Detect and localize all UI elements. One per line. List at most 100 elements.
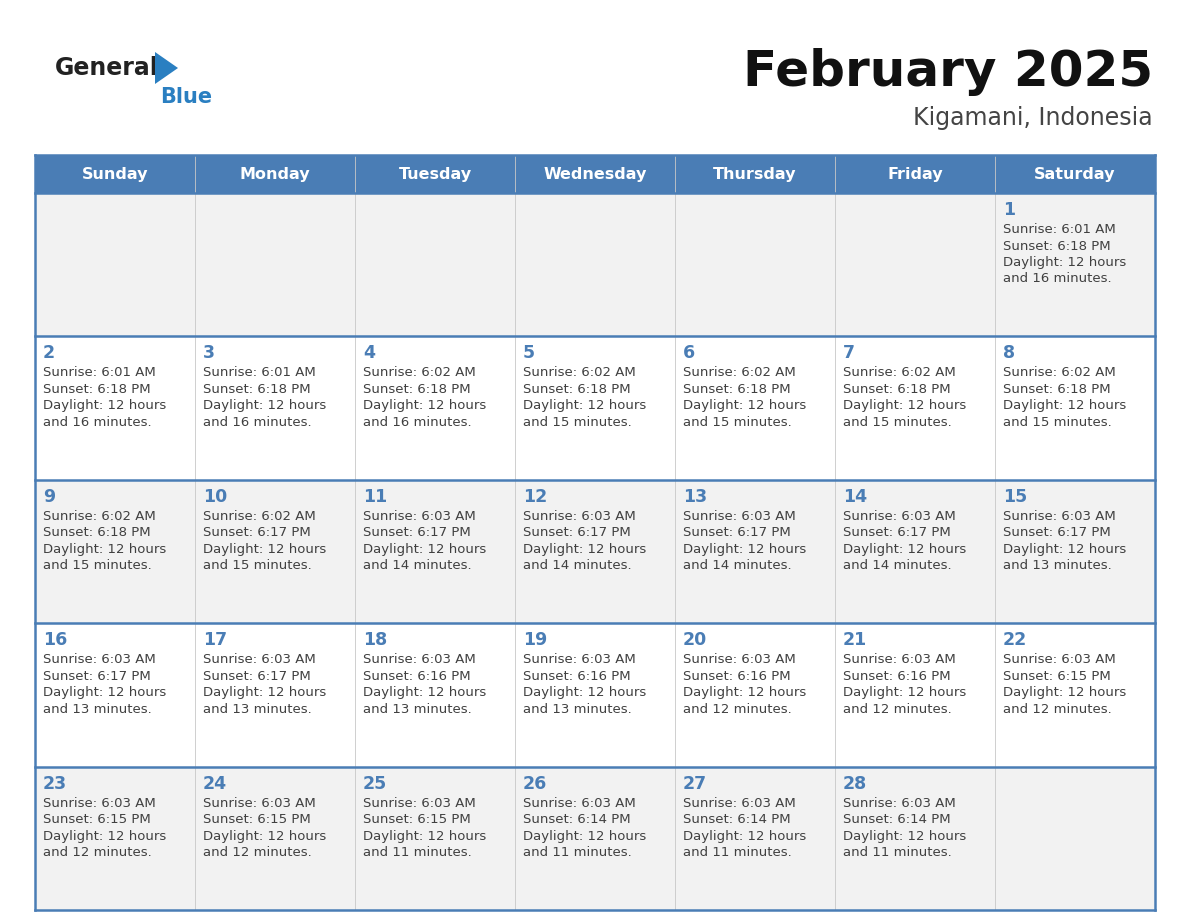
Text: Sunday: Sunday <box>82 166 148 182</box>
Text: Kigamani, Indonesia: Kigamani, Indonesia <box>914 106 1154 130</box>
Text: Sunrise: 6:03 AM: Sunrise: 6:03 AM <box>203 654 316 666</box>
Bar <box>34 480 195 623</box>
Text: Sunrise: 6:03 AM: Sunrise: 6:03 AM <box>843 509 956 522</box>
Text: Sunset: 6:15 PM: Sunset: 6:15 PM <box>364 813 470 826</box>
Text: 2: 2 <box>43 344 55 363</box>
Bar <box>34 155 195 193</box>
Text: Daylight: 12 hours: Daylight: 12 hours <box>1003 686 1126 700</box>
Text: Sunset: 6:14 PM: Sunset: 6:14 PM <box>843 813 950 826</box>
Bar <box>996 767 1155 910</box>
Text: and 16 minutes.: and 16 minutes. <box>43 416 152 429</box>
Text: Sunrise: 6:02 AM: Sunrise: 6:02 AM <box>1003 366 1116 379</box>
Bar <box>34 336 195 480</box>
Text: Sunset: 6:16 PM: Sunset: 6:16 PM <box>683 670 791 683</box>
Text: Sunset: 6:18 PM: Sunset: 6:18 PM <box>1003 383 1111 396</box>
Text: 20: 20 <box>683 632 707 649</box>
Bar <box>195 767 355 910</box>
Text: Sunrise: 6:03 AM: Sunrise: 6:03 AM <box>523 509 636 522</box>
Text: Sunrise: 6:01 AM: Sunrise: 6:01 AM <box>203 366 316 379</box>
Bar <box>996 623 1155 767</box>
Text: Daylight: 12 hours: Daylight: 12 hours <box>43 399 166 412</box>
Text: and 15 minutes.: and 15 minutes. <box>683 416 791 429</box>
Text: Daylight: 12 hours: Daylight: 12 hours <box>683 543 807 555</box>
Text: 22: 22 <box>1003 632 1028 649</box>
Bar <box>996 193 1155 336</box>
Text: 18: 18 <box>364 632 387 649</box>
Text: Sunset: 6:15 PM: Sunset: 6:15 PM <box>1003 670 1111 683</box>
Bar <box>835 623 996 767</box>
Bar <box>195 155 355 193</box>
Bar <box>195 480 355 623</box>
Text: and 14 minutes.: and 14 minutes. <box>843 559 952 572</box>
Text: Sunset: 6:18 PM: Sunset: 6:18 PM <box>683 383 791 396</box>
Text: and 14 minutes.: and 14 minutes. <box>683 559 791 572</box>
Text: and 16 minutes.: and 16 minutes. <box>364 416 472 429</box>
Text: 4: 4 <box>364 344 375 363</box>
Bar <box>34 623 195 767</box>
Text: Sunrise: 6:02 AM: Sunrise: 6:02 AM <box>43 509 156 522</box>
Text: Sunset: 6:18 PM: Sunset: 6:18 PM <box>43 526 151 539</box>
Text: Sunrise: 6:03 AM: Sunrise: 6:03 AM <box>1003 654 1116 666</box>
Text: 10: 10 <box>203 487 227 506</box>
Text: Sunrise: 6:01 AM: Sunrise: 6:01 AM <box>43 366 156 379</box>
Text: Blue: Blue <box>160 87 213 107</box>
Text: 17: 17 <box>203 632 227 649</box>
Text: and 13 minutes.: and 13 minutes. <box>203 702 311 716</box>
Text: and 13 minutes.: and 13 minutes. <box>523 702 632 716</box>
Bar <box>516 480 675 623</box>
Text: and 11 minutes.: and 11 minutes. <box>843 846 952 859</box>
Text: 13: 13 <box>683 487 707 506</box>
Bar <box>516 767 675 910</box>
Text: 19: 19 <box>523 632 548 649</box>
Text: and 15 minutes.: and 15 minutes. <box>203 559 311 572</box>
Text: and 16 minutes.: and 16 minutes. <box>203 416 311 429</box>
Text: and 14 minutes.: and 14 minutes. <box>523 559 632 572</box>
Text: Daylight: 12 hours: Daylight: 12 hours <box>203 830 327 843</box>
Text: 9: 9 <box>43 487 55 506</box>
Text: 5: 5 <box>523 344 535 363</box>
Text: Sunrise: 6:01 AM: Sunrise: 6:01 AM <box>1003 223 1116 236</box>
Bar <box>996 336 1155 480</box>
Text: Sunset: 6:18 PM: Sunset: 6:18 PM <box>364 383 470 396</box>
Text: 24: 24 <box>203 775 227 792</box>
Text: Daylight: 12 hours: Daylight: 12 hours <box>203 543 327 555</box>
Text: 8: 8 <box>1003 344 1015 363</box>
Bar <box>996 155 1155 193</box>
Text: Daylight: 12 hours: Daylight: 12 hours <box>1003 543 1126 555</box>
Bar <box>195 336 355 480</box>
Text: Daylight: 12 hours: Daylight: 12 hours <box>364 686 486 700</box>
Text: Sunset: 6:18 PM: Sunset: 6:18 PM <box>1003 240 1111 252</box>
Bar <box>34 193 195 336</box>
Text: and 11 minutes.: and 11 minutes. <box>523 846 632 859</box>
Bar <box>34 767 195 910</box>
Text: 16: 16 <box>43 632 68 649</box>
Bar <box>516 193 675 336</box>
Bar <box>516 623 675 767</box>
Text: and 13 minutes.: and 13 minutes. <box>1003 559 1112 572</box>
Text: Daylight: 12 hours: Daylight: 12 hours <box>43 686 166 700</box>
Bar <box>355 155 516 193</box>
Text: Sunrise: 6:02 AM: Sunrise: 6:02 AM <box>364 366 475 379</box>
Text: Daylight: 12 hours: Daylight: 12 hours <box>364 399 486 412</box>
Polygon shape <box>154 52 178 84</box>
Text: Daylight: 12 hours: Daylight: 12 hours <box>683 830 807 843</box>
Text: Daylight: 12 hours: Daylight: 12 hours <box>843 543 966 555</box>
Text: Sunrise: 6:03 AM: Sunrise: 6:03 AM <box>43 654 156 666</box>
Text: Friday: Friday <box>887 166 943 182</box>
Text: Sunrise: 6:03 AM: Sunrise: 6:03 AM <box>683 654 796 666</box>
Text: Daylight: 12 hours: Daylight: 12 hours <box>1003 256 1126 269</box>
Text: Sunrise: 6:03 AM: Sunrise: 6:03 AM <box>43 797 156 810</box>
Text: and 15 minutes.: and 15 minutes. <box>43 559 152 572</box>
Text: Sunrise: 6:02 AM: Sunrise: 6:02 AM <box>523 366 636 379</box>
Bar <box>675 336 835 480</box>
Text: Sunrise: 6:03 AM: Sunrise: 6:03 AM <box>364 509 475 522</box>
Text: and 13 minutes.: and 13 minutes. <box>43 702 152 716</box>
Text: Daylight: 12 hours: Daylight: 12 hours <box>203 686 327 700</box>
Text: Sunset: 6:15 PM: Sunset: 6:15 PM <box>203 813 311 826</box>
Text: and 14 minutes.: and 14 minutes. <box>364 559 472 572</box>
Text: and 16 minutes.: and 16 minutes. <box>1003 273 1112 285</box>
Text: and 11 minutes.: and 11 minutes. <box>364 846 472 859</box>
Bar <box>355 623 516 767</box>
Text: 14: 14 <box>843 487 867 506</box>
Text: Daylight: 12 hours: Daylight: 12 hours <box>1003 399 1126 412</box>
